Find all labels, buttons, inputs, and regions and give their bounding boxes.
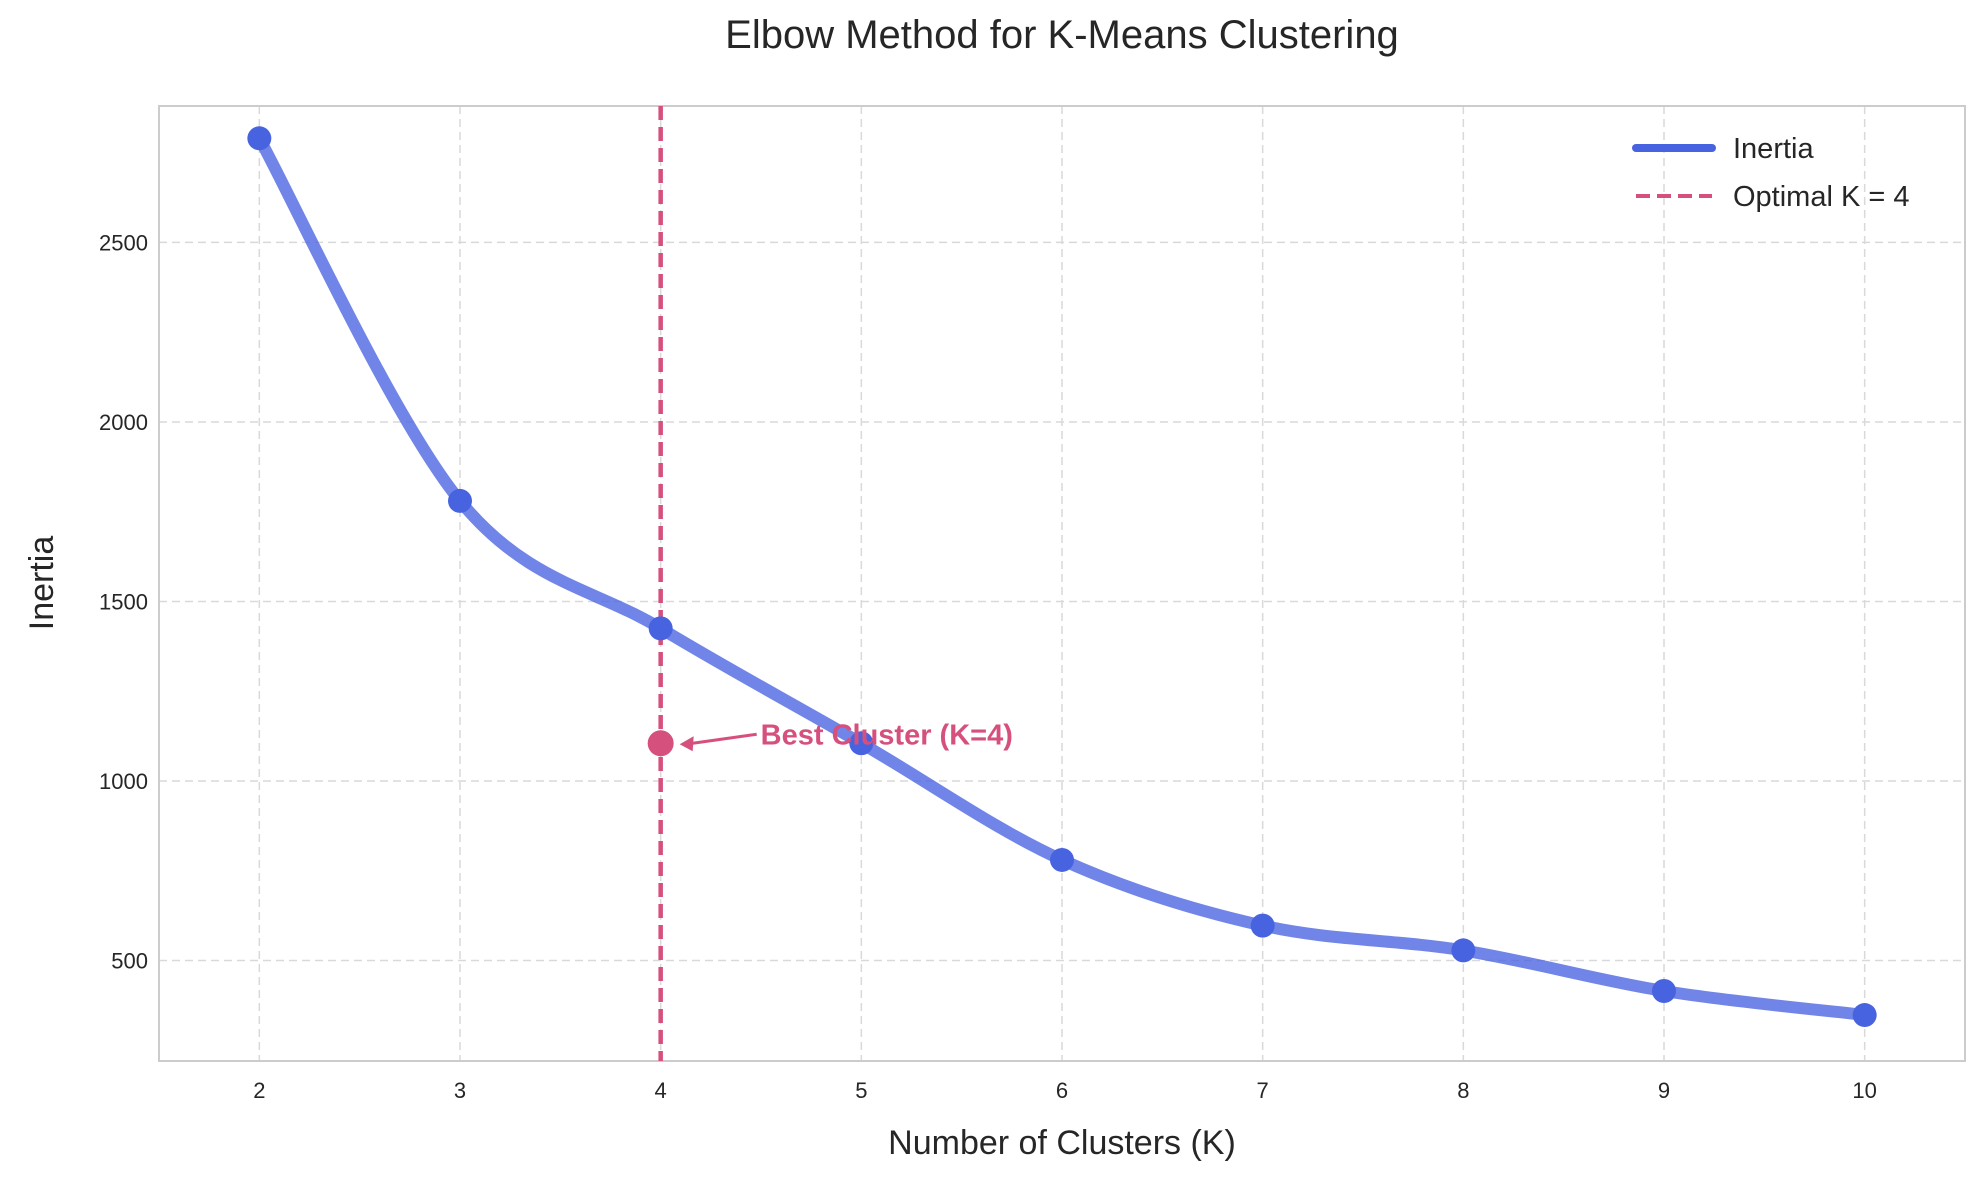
best-cluster-marker — [647, 730, 674, 757]
data-point — [1652, 978, 1676, 1003]
x-tick-label: 2 — [253, 1078, 265, 1103]
y-tick-label: 1500 — [99, 589, 148, 614]
y-tick-label: 1000 — [99, 769, 148, 794]
data-point — [247, 126, 272, 151]
x-axis-ticks: 2 3 4 5 6 7 8 9 10 — [253, 1078, 1877, 1103]
data-point — [1050, 847, 1074, 872]
series-group — [247, 126, 1877, 1028]
y-axis-label: Inertia — [23, 536, 61, 631]
legend: Inertia Optimal K = 4 — [1632, 133, 1910, 213]
data-point — [648, 616, 673, 641]
data-point — [1852, 1003, 1877, 1028]
y-tick-label: 2500 — [99, 230, 148, 255]
x-tick-label: 9 — [1658, 1078, 1670, 1103]
y-tick-label: 2000 — [99, 410, 148, 435]
data-point — [1451, 938, 1476, 963]
x-tick-label: 3 — [454, 1078, 466, 1103]
annotation-group: Best Cluster (K=4) — [647, 719, 1013, 757]
plot-frame — [158, 105, 1966, 1062]
legend-label-inertia: Inertia — [1733, 133, 1814, 165]
annotation-label: Best Cluster (K=4) — [761, 719, 1013, 751]
legend-label-optimal-k: Optimal K = 4 — [1733, 181, 1910, 213]
y-tick-label: 500 — [111, 948, 148, 973]
y-axis-ticks: 500 1000 1500 2000 2500 — [99, 230, 148, 973]
x-tick-label: 7 — [1257, 1078, 1269, 1103]
chart-title: Elbow Method for K-Means Clustering — [725, 13, 1399, 57]
x-tick-label: 4 — [655, 1078, 667, 1103]
data-point — [1250, 913, 1275, 938]
data-point — [448, 488, 472, 513]
x-tick-label: 8 — [1457, 1078, 1469, 1103]
annotation-arrowhead — [679, 736, 694, 752]
x-tick-label: 5 — [855, 1078, 867, 1103]
x-tick-label: 6 — [1056, 1078, 1068, 1103]
x-tick-label: 10 — [1852, 1078, 1876, 1103]
x-axis-label: Number of Clusters (K) — [888, 1124, 1236, 1162]
annotation-arrow — [685, 732, 757, 746]
data-point — [849, 731, 874, 756]
